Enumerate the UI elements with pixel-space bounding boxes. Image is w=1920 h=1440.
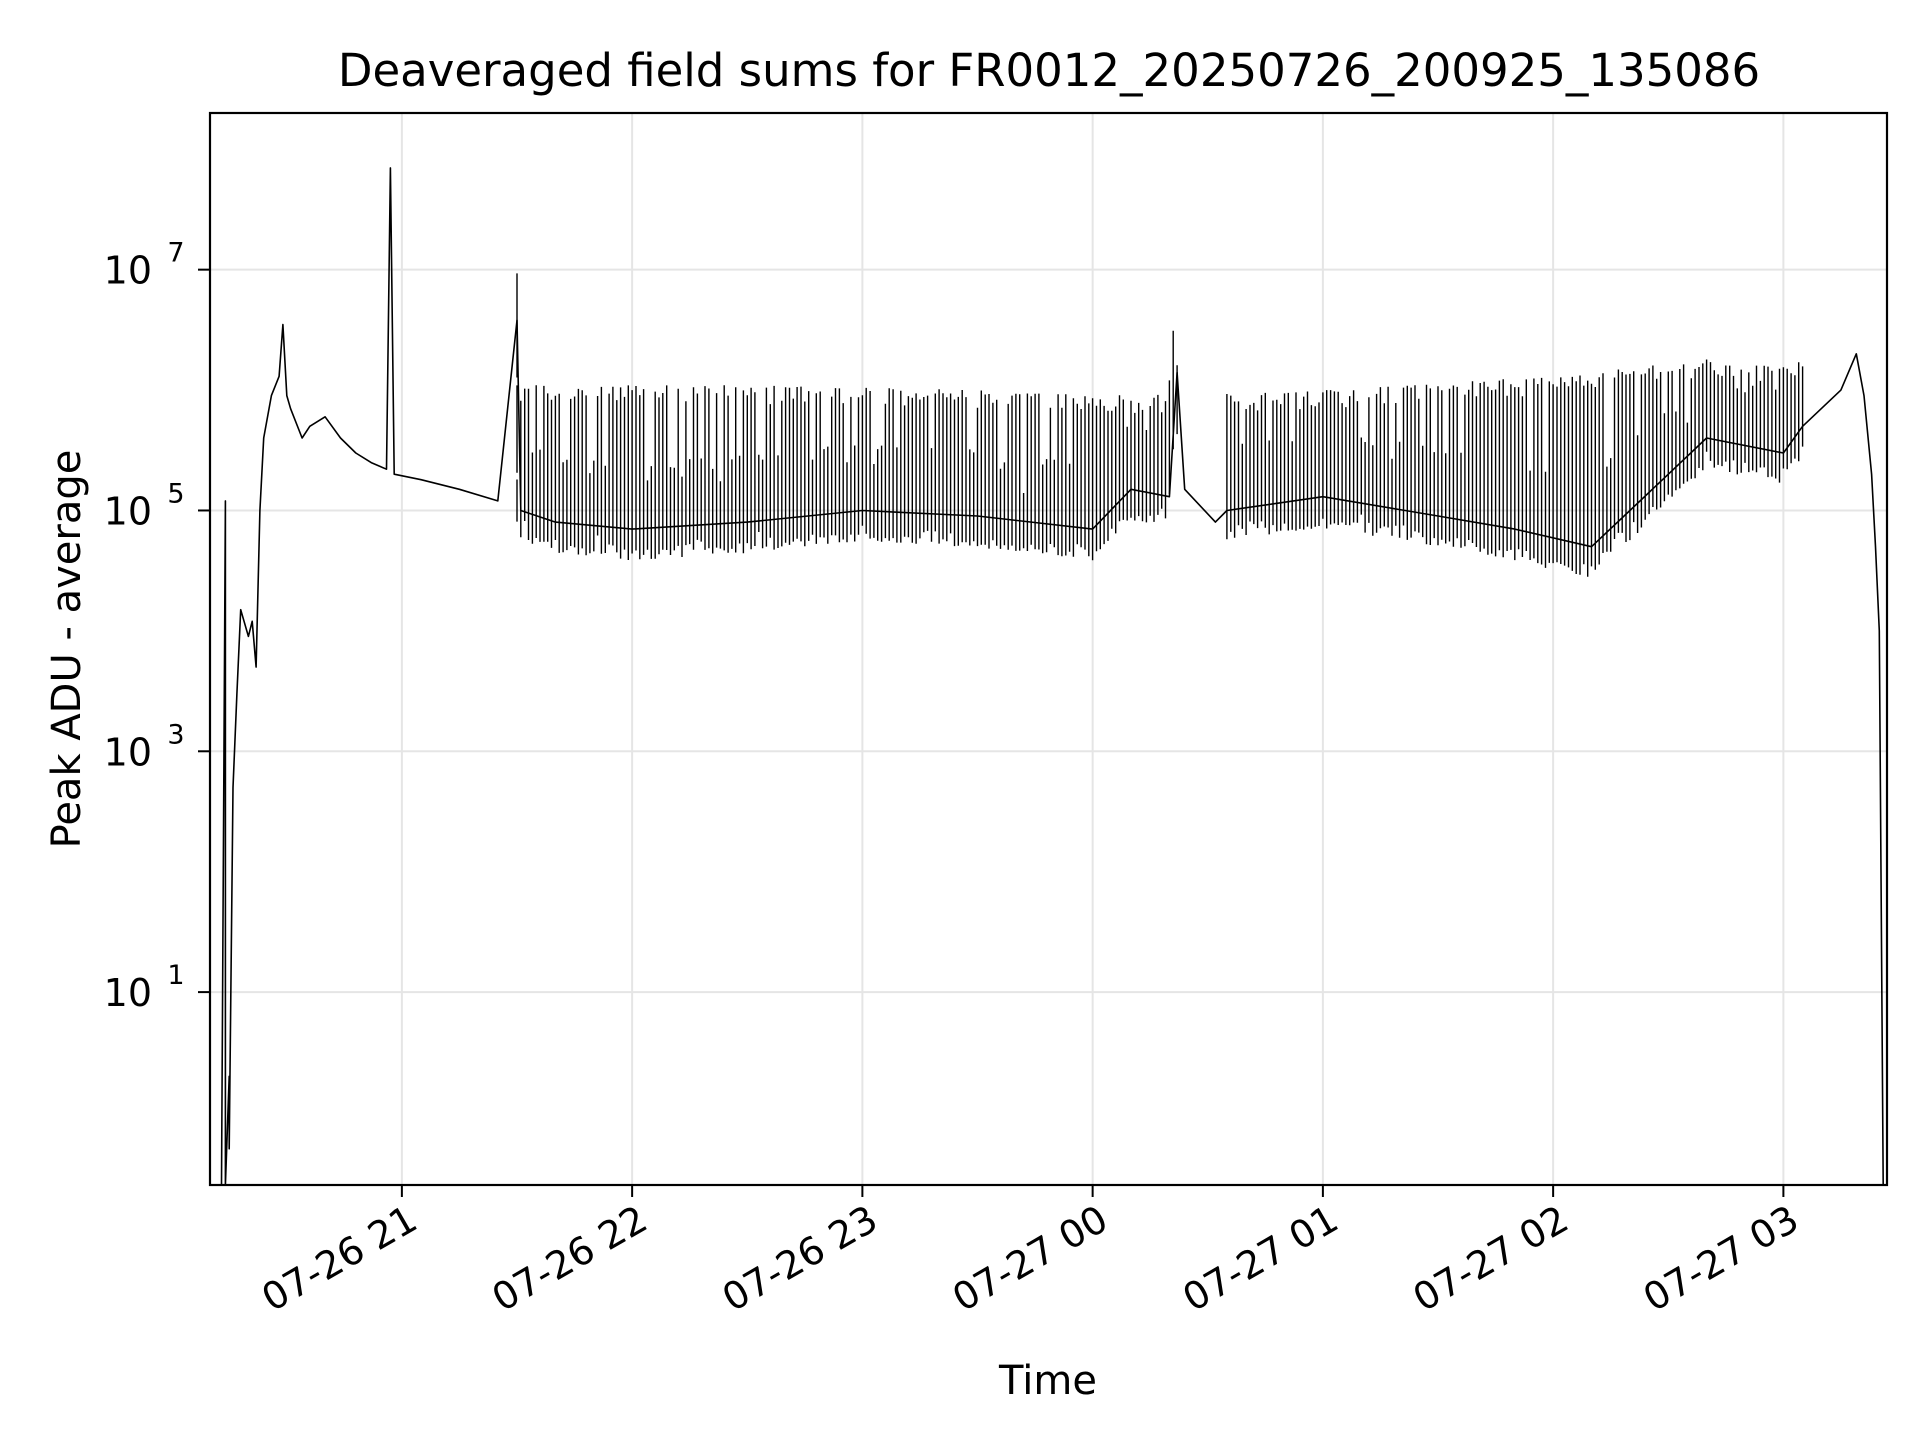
y-tick-exponent: 5: [167, 478, 184, 509]
y-tick-label: 10: [104, 249, 152, 293]
x-tick-label: 07-27 00: [945, 1197, 1115, 1321]
y-axis-label: Peak ADU - average: [44, 450, 90, 849]
y-tick-label: 10: [104, 971, 152, 1015]
x-tick-label: 07-27 02: [1406, 1197, 1576, 1321]
x-tick-label: 07-27 03: [1636, 1197, 1806, 1321]
plot-area: [220, 167, 1884, 1185]
y-tick-label: 10: [104, 489, 152, 533]
y-tick-exponent: 1: [167, 960, 184, 991]
y-tick-label: 10: [104, 730, 152, 774]
y-tick-exponent: 3: [167, 719, 184, 750]
x-tick-label: 07-26 22: [485, 1197, 655, 1321]
plot-frame: [208, 111, 1889, 1187]
x-tick-label: 07-27 01: [1175, 1197, 1345, 1321]
y-axis: 10 1 10 3 10 5 10 7: [104, 238, 210, 1015]
series-dense-band: [516, 273, 1804, 577]
x-axis-label: Time: [998, 1358, 1097, 1404]
y-tick-exponent: 7: [167, 238, 184, 269]
x-tick-label: 07-26 21: [254, 1197, 424, 1321]
series-line: [220, 167, 1884, 1185]
x-tick-label: 07-26 23: [715, 1197, 885, 1321]
band-layer: [516, 273, 1804, 577]
grid: [210, 113, 1887, 1185]
x-axis: 07-26 21 07-26 22 07-26 23 07-27 00 07-27 01…: [254, 1185, 1806, 1321]
chart-title: Deaveraged field sums for FR0012_2025072…: [338, 44, 1760, 97]
